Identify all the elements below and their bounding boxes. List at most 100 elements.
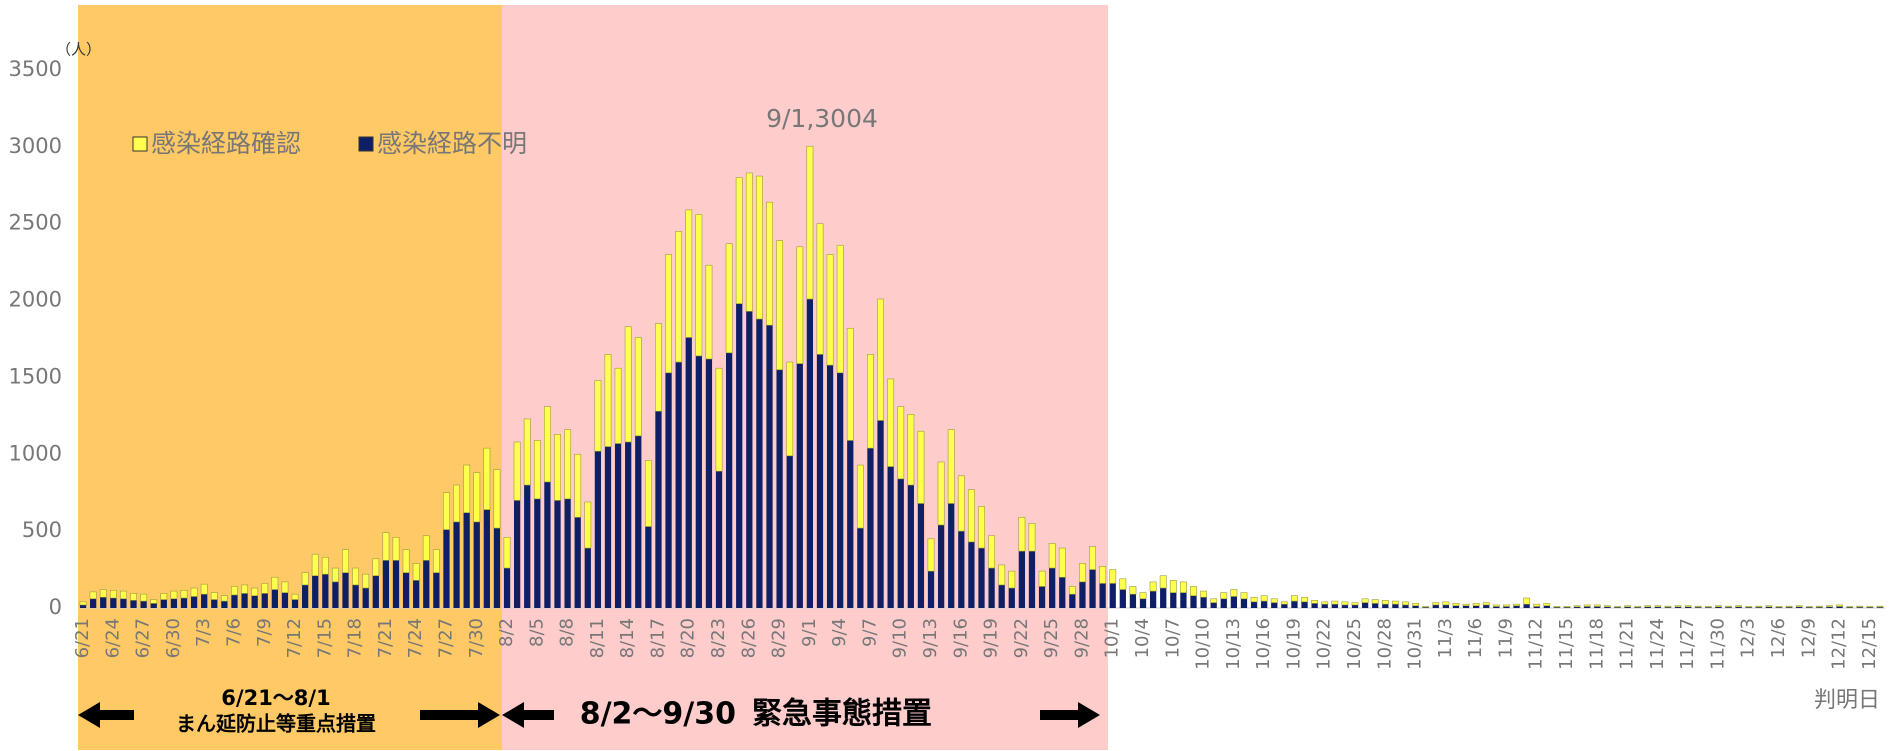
bar-segment xyxy=(1705,607,1712,608)
x-tick-label: 10/28 xyxy=(1374,618,1395,670)
bar-segment xyxy=(1493,606,1500,608)
bar-segment xyxy=(1603,605,1611,608)
bar-segment xyxy=(766,325,773,608)
x-tick-label: 11/12 xyxy=(1526,618,1547,670)
bar-segment xyxy=(1008,570,1016,589)
bar-segment xyxy=(130,600,137,608)
bar-segment xyxy=(917,503,925,608)
bar-segment xyxy=(766,201,773,326)
x-tick-label: 9/7 xyxy=(859,618,880,647)
bar-segment xyxy=(947,429,955,504)
arrow xyxy=(502,702,554,728)
bar-segment xyxy=(220,595,228,602)
bar-segment xyxy=(968,541,975,608)
bar-segment xyxy=(1735,606,1742,608)
x-tick-label: 11/15 xyxy=(1556,618,1577,670)
bar-segment xyxy=(473,521,480,608)
x-tick-label: 9/25 xyxy=(1041,618,1062,658)
bar-segment xyxy=(372,575,379,608)
bar-segment xyxy=(312,575,319,608)
bar-segment xyxy=(433,572,440,608)
bar-segment xyxy=(1240,592,1248,600)
bar-segment xyxy=(1169,580,1177,593)
bar-segment xyxy=(988,535,996,569)
bar-segment xyxy=(1018,517,1026,552)
bar-segment xyxy=(1624,606,1631,608)
bar-segment xyxy=(1735,605,1743,608)
bar-segment xyxy=(1008,588,1015,608)
bar-segment xyxy=(1099,566,1107,584)
bar-segment xyxy=(524,485,531,608)
bar-segment xyxy=(574,517,581,608)
bar-segment xyxy=(483,509,490,608)
bar-segment xyxy=(1351,602,1359,606)
x-tick-label: 8/17 xyxy=(647,618,668,658)
period-range: 6/21～8/1 xyxy=(221,686,330,710)
bar-segment xyxy=(806,299,814,608)
x-tick-label: 12/6 xyxy=(1768,618,1789,658)
bar-segment xyxy=(1452,605,1460,608)
bar-segment xyxy=(331,567,339,583)
bar-segment xyxy=(190,596,198,608)
bar-segment xyxy=(382,532,390,561)
bar-segment xyxy=(1432,604,1439,608)
bar-segment xyxy=(816,223,824,355)
bar-segment xyxy=(1796,606,1803,608)
y-tick-label: 2000 xyxy=(9,288,62,312)
bar-segment xyxy=(1452,603,1460,606)
legend-swatch xyxy=(132,136,148,152)
bar-segment xyxy=(644,460,652,527)
bar-segment xyxy=(967,489,975,543)
x-tick-label: 7/6 xyxy=(223,618,244,647)
bar-segment xyxy=(1028,551,1036,608)
bar-segment xyxy=(1059,577,1066,608)
bar-segment xyxy=(665,254,672,374)
bar-segment xyxy=(1704,606,1712,608)
bar-segment xyxy=(1049,568,1056,608)
bar-segment xyxy=(705,358,713,608)
bar-segment xyxy=(321,556,329,575)
bar-segment xyxy=(1038,586,1046,608)
bar-segment xyxy=(897,478,904,608)
bar-segment xyxy=(1866,606,1874,608)
bar-segment xyxy=(1482,602,1490,606)
y-tick-label: 0 xyxy=(49,595,62,619)
bar-segment xyxy=(1149,581,1157,592)
bar-segment xyxy=(1129,586,1137,595)
bar-segment xyxy=(1765,606,1773,608)
bar-segment xyxy=(1765,605,1773,608)
bar-segment xyxy=(725,243,733,354)
arrows xyxy=(78,702,1100,728)
x-tick-label: 11/18 xyxy=(1586,618,1607,670)
bar-segment xyxy=(1139,598,1147,608)
bar-segment xyxy=(1856,605,1864,608)
bar-segment xyxy=(796,246,804,364)
x-tick-label: 10/31 xyxy=(1405,618,1426,670)
bar-segment xyxy=(1301,601,1308,608)
bar-segment xyxy=(1270,598,1278,603)
bar-segment xyxy=(604,354,612,447)
bar-segment xyxy=(1139,592,1147,600)
bar-segment xyxy=(1694,605,1702,608)
bar-segment xyxy=(180,598,188,608)
x-tick-label: 8/20 xyxy=(678,618,699,658)
bar-segment xyxy=(523,418,531,486)
bar-segment xyxy=(1038,570,1046,587)
bar-segment xyxy=(150,603,157,608)
bar-segment xyxy=(1391,600,1399,605)
bar-segment xyxy=(988,568,995,608)
y-tick-label: 3000 xyxy=(9,134,62,158)
x-tick-label: 7/12 xyxy=(284,618,305,658)
bar-segment xyxy=(564,429,572,500)
bar-segment xyxy=(271,576,279,590)
annotation: 9/1,3004 xyxy=(766,104,878,133)
bar-segment xyxy=(625,441,632,608)
bar-segment xyxy=(786,455,793,608)
bar-segment xyxy=(1664,607,1672,608)
bar-segment xyxy=(978,548,985,608)
bar-segment xyxy=(1593,604,1601,607)
x-tick-label: 9/1 xyxy=(799,618,820,647)
bar-segment xyxy=(423,560,430,608)
bar-segment xyxy=(443,529,450,608)
x-tick-label: 6/27 xyxy=(133,618,154,658)
